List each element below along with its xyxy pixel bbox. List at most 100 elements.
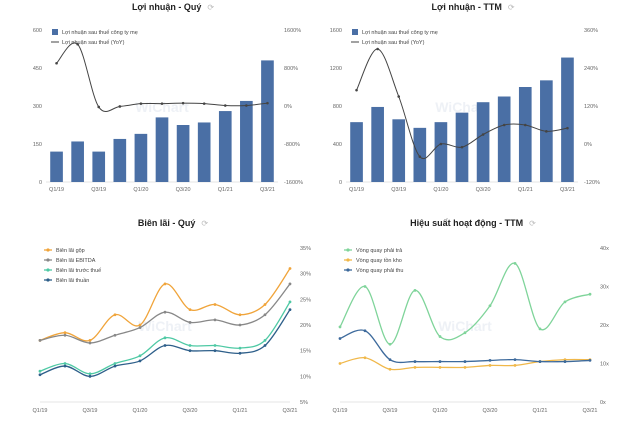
line-point: [363, 285, 367, 288]
x-tick-label: Q1/19: [349, 187, 364, 193]
y-tick-right: -120%: [584, 180, 600, 186]
x-tick-label: Q1/20: [433, 408, 448, 414]
y-tick-right: 1600%: [284, 28, 301, 34]
panel-hieu-suat-hoat-dong: Hiệu suất hoạt động - TTM ⟳ WiChart 40x 30x…: [328, 218, 618, 421]
line-point: [213, 318, 217, 322]
line-point: [363, 356, 367, 360]
x-tick-label: Q3/20: [476, 187, 491, 193]
bar: [476, 102, 490, 182]
legend-swatch: [46, 278, 50, 282]
refresh-icon[interactable]: ⟳: [207, 3, 215, 12]
line-point: [163, 344, 167, 347]
y-tick-right: 0%: [284, 104, 292, 110]
refresh-icon[interactable]: ⟳: [529, 219, 536, 228]
line-point: [63, 364, 67, 368]
panel-loi-nhuan-ttm: Lợi nhuận - TTM ⟳ WiChart 1600 1200 800 400 0 3…: [328, 2, 618, 202]
x-tick-label: Q3/20: [176, 187, 191, 193]
y-tick-right: 20%: [300, 323, 311, 329]
legend-swatch: [46, 258, 50, 262]
x-tick-label: Q1/19: [333, 408, 348, 414]
bar: [497, 96, 511, 182]
refresh-icon[interactable]: ⟳: [201, 219, 209, 228]
legend-label: Biên lãi thuần: [56, 278, 89, 284]
line-point: [388, 358, 392, 362]
y-tick-left: 150: [33, 142, 42, 148]
line-point: [113, 313, 117, 317]
panel-loi-nhuan-quy: Lợi nhuận - Quý ⟳ WiChart 600 450 300 150 0 160…: [28, 2, 318, 202]
y-tick-left: 800: [333, 104, 342, 110]
bar: [240, 100, 253, 182]
line-point: [413, 360, 417, 363]
line-point: [138, 323, 142, 327]
legend-swatch: [346, 258, 350, 262]
line-point: [338, 362, 342, 365]
x-tick-label: Q1/19: [49, 187, 64, 193]
line-point: [413, 288, 417, 292]
line-point: [288, 267, 292, 270]
x-tick-label: Q3/19: [83, 408, 98, 414]
line-point: [438, 365, 442, 369]
refresh-icon[interactable]: ⟳: [507, 3, 515, 12]
line-point: [63, 331, 67, 335]
bar: [561, 57, 574, 182]
legend-label: Lợi nhuận sau thuế (YoY): [362, 40, 425, 46]
bar: [413, 127, 427, 182]
line-point: [439, 142, 443, 146]
y-tick-right: 120%: [584, 104, 598, 110]
line-point: [338, 337, 342, 340]
legend-swatch: [52, 29, 58, 35]
y-tick-left: 0: [39, 180, 42, 186]
y-tick-right: -1600%: [284, 180, 303, 186]
line-point: [88, 372, 92, 376]
line-point: [163, 282, 167, 286]
y-tick-right: 0%: [584, 142, 592, 148]
line-point: [460, 145, 464, 149]
line-point: [481, 133, 485, 136]
y-tick-left: 1600: [330, 28, 342, 34]
legend-label: Biên lãi gộp: [56, 248, 85, 254]
line-point: [376, 47, 379, 51]
line-point: [188, 308, 192, 311]
y-tick-right: 10%: [300, 374, 311, 380]
y-tick-left: 400: [333, 142, 342, 148]
watermark: WiChart: [138, 318, 192, 334]
line-point: [38, 339, 42, 342]
panel-bien-lai-quy: Biên lãi - Quý ⟳ WiChart 35% 30% 25% 20% 15% 10…: [28, 218, 318, 421]
y-tick-left: 1200: [330, 66, 342, 72]
x-tick-label: Q3/21: [560, 187, 575, 193]
line-point: [160, 102, 164, 105]
legend-label: Lợi nhuận sau thuế công ty mẹ: [62, 30, 138, 36]
line-point: [288, 282, 292, 286]
line-point: [213, 349, 217, 353]
bar: [218, 111, 232, 182]
y-tick-right: 25%: [300, 297, 311, 303]
line-point: [513, 358, 517, 362]
bar: [434, 122, 448, 182]
y-tick-left: 450: [33, 66, 42, 72]
bar: [261, 60, 274, 182]
line-point: [488, 364, 492, 367]
legend-swatch: [46, 268, 50, 272]
legend-label: Biên lãi EBITDA: [56, 258, 96, 264]
line-point: [588, 292, 592, 296]
series-line: [339, 329, 591, 364]
line-point: [188, 349, 192, 353]
line-point: [288, 308, 292, 311]
line-point: [563, 300, 567, 304]
line-point: [113, 333, 117, 337]
line-point: [438, 335, 442, 338]
line-point: [138, 359, 142, 363]
chart-loi-nhuan-ttm: WiChart 1600 1200 800 400 0 360% 240% 120% 0% -120…: [330, 28, 600, 193]
line-point: [238, 323, 242, 327]
bar: [371, 106, 384, 182]
bar: [155, 117, 169, 182]
x-tick-label: Q1/20: [133, 408, 148, 414]
bar: [50, 151, 63, 182]
x-tick-label: Q1/19: [33, 408, 48, 414]
y-tick-right: 15%: [300, 349, 311, 355]
line-point: [266, 101, 269, 105]
legend-swatch: [46, 248, 50, 252]
bar: [176, 125, 190, 182]
chart-title: Hiệu suất hoạt động - TTM ⟳: [410, 218, 536, 228]
bar: [113, 138, 127, 182]
